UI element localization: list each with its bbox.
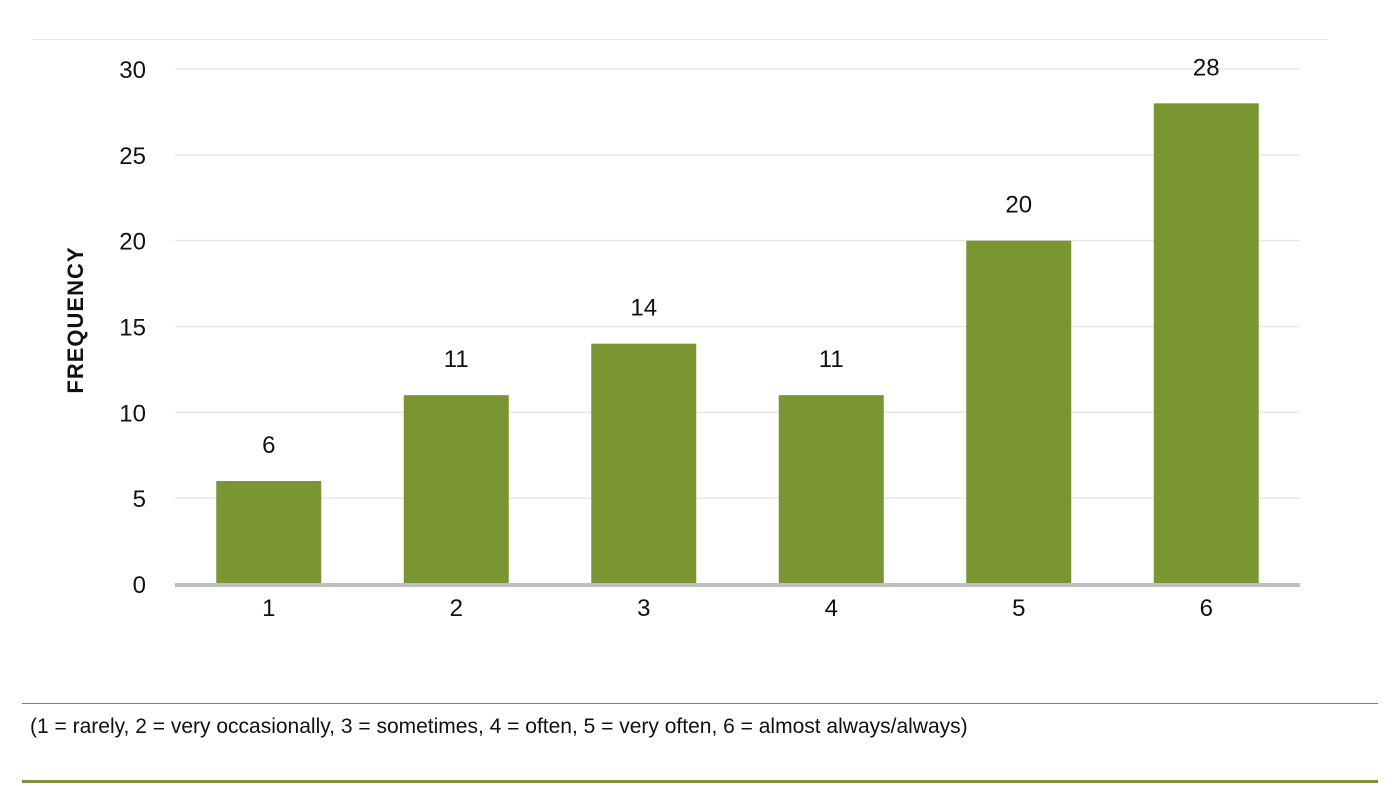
x-tick-label-5: 5 (1012, 595, 1025, 622)
y-tick-label-25: 25 (119, 143, 146, 170)
gridlines (175, 68, 1300, 499)
x-tick-label-4: 4 (825, 595, 838, 622)
y-tick-label-15: 15 (119, 315, 146, 342)
y-tick-label-10: 10 (119, 400, 146, 427)
bar-4 (778, 395, 884, 584)
bar-6 (1153, 103, 1259, 584)
data-label-5: 20 (1005, 192, 1032, 219)
bar-3 (591, 343, 697, 584)
x-tick-label-1: 1 (262, 595, 275, 622)
x-tick-label-2: 2 (450, 595, 463, 622)
data-label-2: 11 (444, 346, 469, 373)
separator-rule (22, 703, 1378, 704)
y-axis-title: FREQUENCY (63, 246, 88, 393)
y-tick-label-0: 0 (133, 572, 146, 599)
bar-2 (403, 395, 509, 584)
x-tick-label-3: 3 (637, 595, 650, 622)
x-tick-label-6: 6 (1200, 595, 1213, 622)
bar-1 (216, 481, 322, 584)
top-rule (32, 39, 1328, 40)
y-tick-label-20: 20 (119, 229, 146, 256)
scale-footnote: (1 = rarely, 2 = very occasionally, 3 = … (30, 715, 968, 738)
data-label-3: 14 (630, 295, 657, 322)
bottom-accent-rule (22, 780, 1378, 783)
y-tick-label-30: 30 (119, 57, 146, 84)
data-label-4: 11 (819, 346, 844, 373)
y-tick-label-5: 5 (133, 486, 146, 513)
bar-5 (966, 240, 1072, 584)
data-label-6: 28 (1193, 54, 1220, 81)
bars (216, 103, 1259, 584)
data-label-1: 6 (262, 432, 275, 459)
